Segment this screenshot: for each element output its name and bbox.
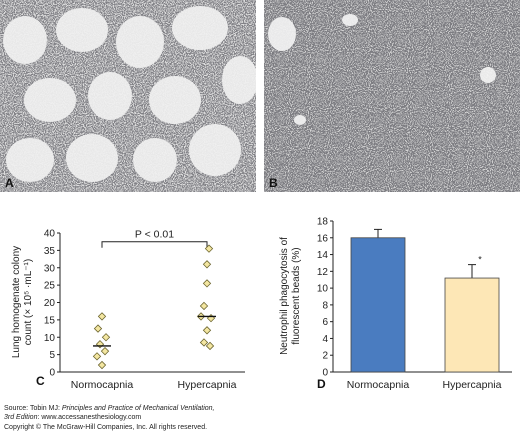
y-tick-label-d: 4	[322, 334, 328, 345]
x-category-label-d: Normocapnia	[347, 379, 410, 391]
y-axis-label-d: Neutrophil phagocytosis of	[279, 237, 290, 355]
y-tick-label-c: 15	[44, 315, 56, 326]
micrograph-a	[0, 0, 256, 192]
y-tick-label-d: 0	[322, 368, 328, 379]
source-line-2: 3rd Edition: www.accessanesthesiology.co…	[4, 413, 141, 422]
data-point-c	[202, 279, 212, 288]
y-axis-label-d: fluorescent beads (%)	[291, 247, 302, 344]
data-point-c	[93, 324, 103, 333]
bar-d	[350, 237, 406, 373]
data-point-c	[97, 312, 107, 321]
y-tick-label-d: 2	[322, 351, 328, 362]
data-point-c	[202, 260, 212, 269]
significance-label-c: P < 0.01	[135, 229, 174, 241]
significance-star-d: *	[478, 255, 482, 265]
source-line-1: Source: Tobin MJ: Principles and Practic…	[4, 404, 215, 413]
data-point-c	[97, 360, 107, 370]
y-tick-label-c: 5	[49, 350, 55, 361]
panel-b-label: B	[269, 176, 278, 190]
data-point-c	[206, 313, 216, 323]
y-axis-label-c: count (× 10⁵ ·mL⁻¹)	[23, 259, 34, 345]
x-category-label-d: Hypercapnia	[443, 379, 502, 391]
bar-d	[444, 277, 500, 373]
data-point-c	[95, 340, 105, 349]
y-tick-label-c: 30	[44, 263, 56, 274]
data-point-c	[199, 338, 209, 347]
y-tick-label-d: 10	[317, 284, 329, 295]
y-tick-label-d: 12	[317, 267, 329, 278]
data-point-c	[204, 244, 214, 253]
y-tick-label-d: 6	[322, 317, 328, 328]
source-url: : www.accessanesthesiology.com	[37, 414, 142, 421]
data-point-c	[100, 346, 110, 356]
y-tick-label-c: 10	[44, 333, 56, 344]
significance-bracket-c	[101, 241, 208, 248]
y-tick-label-d: 14	[317, 250, 329, 261]
y-tick-label-d: 18	[317, 217, 329, 228]
data-point-c	[199, 301, 209, 311]
source-edition: 3rd Edition	[4, 414, 38, 421]
y-tick-label-c: 0	[49, 368, 55, 379]
y-tick-label-d: 16	[317, 233, 329, 244]
y-axis-label-c: Lung homogenate colony	[11, 246, 22, 358]
bar-chart-d: 0 2 4 6 8 10 12 14 16 18 Normocapnia Hypercapnia * Ne…	[279, 217, 512, 391]
source-book: Principles and Practice of Mechanical Ve…	[61, 405, 215, 412]
scatter-chart-c: 0 5 10 15 20 25 30 35 40 Normocapnia Hypercapnia Lu…	[11, 229, 245, 391]
y-tick-label-c: 40	[44, 229, 56, 240]
data-point-c	[101, 333, 111, 342]
panel-c-label: C	[36, 374, 45, 388]
micrograph-b	[264, 0, 520, 192]
data-point-c	[92, 352, 102, 361]
x-category-label-c: Normocapnia	[71, 379, 134, 391]
source-copyright: Copyright © The McGraw-Hill Companies, I…	[4, 424, 208, 431]
y-tick-label-c: 35	[44, 246, 56, 257]
panel-d-label: D	[317, 377, 326, 391]
y-tick-label-c: 25	[44, 281, 56, 292]
data-point-c	[202, 326, 212, 335]
y-tick-label-d: 8	[322, 300, 328, 311]
x-category-label-c: Hypercapnia	[178, 379, 237, 391]
data-point-c	[205, 341, 215, 351]
panel-a-label: A	[5, 176, 14, 190]
y-tick-label-c: 20	[44, 298, 56, 309]
source-prefix: Source: Tobin MJ:	[4, 405, 62, 412]
